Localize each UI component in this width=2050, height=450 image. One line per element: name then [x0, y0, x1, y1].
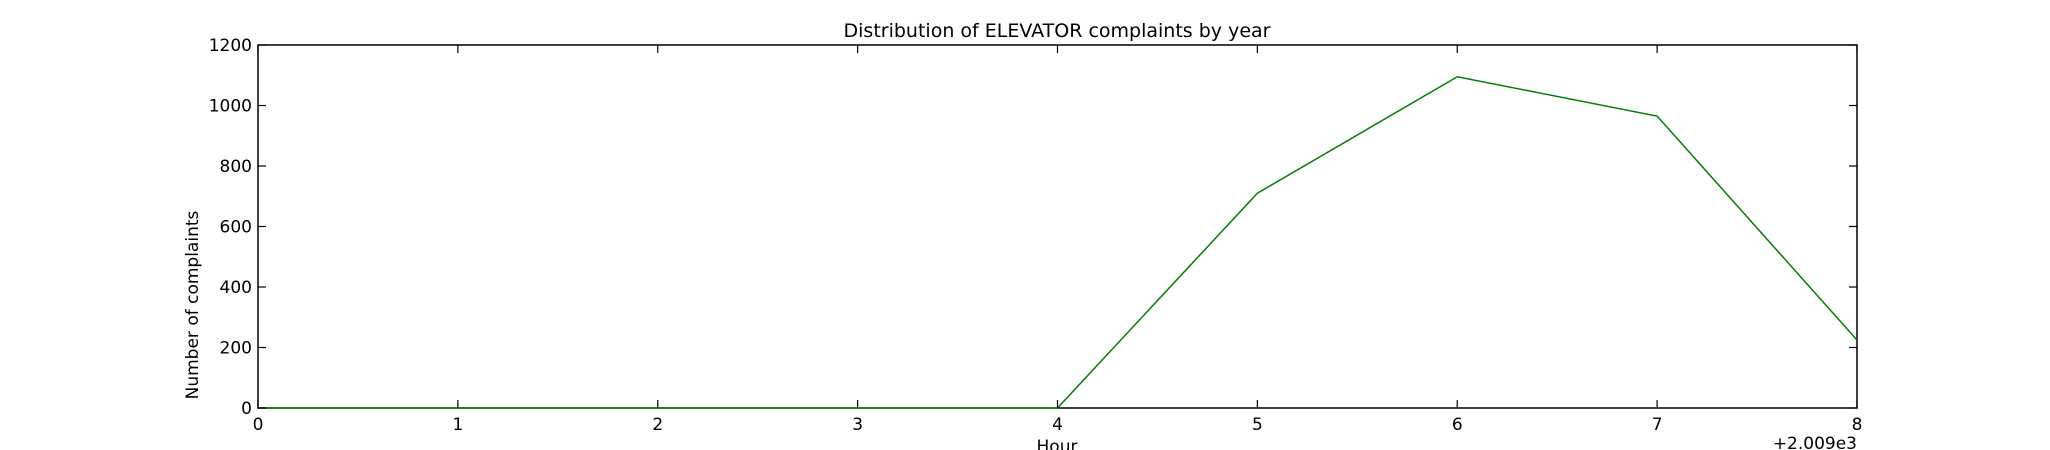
y-tick-label: 1000: [209, 97, 252, 117]
y-tick-label: 1200: [209, 36, 252, 56]
y-tick-label: 400: [220, 278, 252, 298]
x-axis-label: Hour: [1037, 437, 1078, 450]
y-tick-label: 0: [241, 399, 252, 419]
chart-title: Distribution of ELEVATOR complaints by y…: [844, 20, 1271, 42]
y-axis: 0 200 400 600 800 1000 1200: [209, 36, 1857, 419]
x-tick-label: 8: [1852, 415, 1863, 435]
y-axis-label: Number of complaints: [183, 210, 203, 399]
x-tick-label: 0: [253, 415, 264, 435]
x-tick-label: 7: [1652, 415, 1663, 435]
y-tick-label: 600: [220, 218, 252, 238]
x-tick-label: 2: [652, 415, 663, 435]
x-axis: 0 1 2 3 4 5 6 7 8: [253, 45, 1863, 435]
y-tick-label: 800: [220, 157, 252, 177]
x-tick-label: 6: [1452, 415, 1463, 435]
plot-frame: [257, 44, 1858, 409]
x-tick-label: 1: [452, 415, 463, 435]
x-tick-label: 3: [852, 415, 863, 435]
plot-area: [257, 44, 1858, 409]
x-tick-label: 5: [1252, 415, 1263, 435]
x-axis-offset-label: +2.009e3: [1773, 434, 1857, 450]
x-tick-label: 4: [1052, 415, 1063, 435]
y-tick-label: 200: [220, 339, 252, 359]
